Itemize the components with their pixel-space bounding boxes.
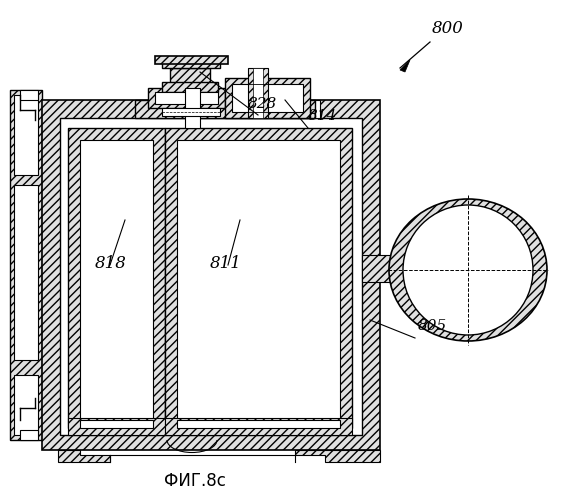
Polygon shape bbox=[170, 68, 210, 88]
Polygon shape bbox=[60, 118, 362, 435]
Polygon shape bbox=[162, 108, 220, 116]
Polygon shape bbox=[42, 100, 380, 450]
Polygon shape bbox=[162, 60, 220, 68]
Text: ФИГ.8с: ФИГ.8с bbox=[164, 472, 226, 490]
Polygon shape bbox=[165, 418, 352, 435]
Polygon shape bbox=[155, 92, 218, 104]
Polygon shape bbox=[14, 185, 38, 360]
Ellipse shape bbox=[403, 205, 533, 335]
Polygon shape bbox=[20, 90, 38, 100]
Polygon shape bbox=[362, 255, 402, 282]
Text: 805: 805 bbox=[418, 319, 448, 333]
Ellipse shape bbox=[389, 199, 547, 341]
Polygon shape bbox=[162, 82, 218, 92]
Polygon shape bbox=[135, 100, 315, 118]
Text: 800: 800 bbox=[432, 20, 464, 37]
Polygon shape bbox=[150, 100, 320, 118]
Text: 811: 811 bbox=[210, 255, 242, 272]
Polygon shape bbox=[232, 84, 303, 112]
Text: 818: 818 bbox=[95, 255, 127, 272]
Polygon shape bbox=[177, 140, 340, 418]
Polygon shape bbox=[165, 128, 352, 428]
Polygon shape bbox=[68, 418, 165, 435]
Polygon shape bbox=[10, 90, 42, 440]
Polygon shape bbox=[148, 88, 225, 108]
Polygon shape bbox=[155, 56, 228, 64]
Polygon shape bbox=[185, 88, 200, 128]
Polygon shape bbox=[177, 420, 340, 428]
Polygon shape bbox=[58, 450, 110, 462]
Polygon shape bbox=[14, 95, 38, 175]
Polygon shape bbox=[400, 60, 410, 72]
Polygon shape bbox=[80, 140, 153, 418]
Polygon shape bbox=[20, 430, 38, 440]
Polygon shape bbox=[68, 128, 165, 428]
Polygon shape bbox=[80, 420, 153, 428]
Polygon shape bbox=[14, 375, 38, 435]
Polygon shape bbox=[248, 68, 268, 118]
Polygon shape bbox=[295, 450, 380, 462]
Polygon shape bbox=[253, 68, 263, 118]
Polygon shape bbox=[225, 78, 310, 118]
Text: 814: 814 bbox=[308, 109, 337, 123]
Text: 828: 828 bbox=[248, 97, 277, 111]
